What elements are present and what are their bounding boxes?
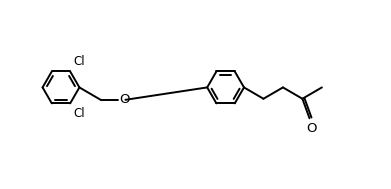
Text: O: O bbox=[119, 93, 129, 106]
Text: Cl: Cl bbox=[73, 55, 84, 68]
Text: Cl: Cl bbox=[73, 107, 84, 120]
Text: O: O bbox=[306, 122, 316, 135]
